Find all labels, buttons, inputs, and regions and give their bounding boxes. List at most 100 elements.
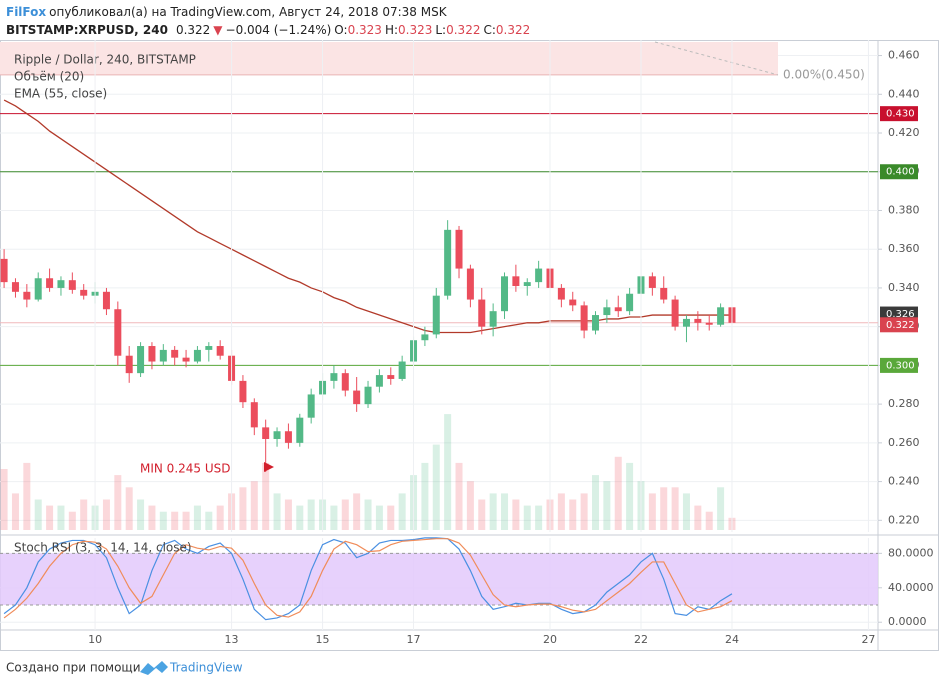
volume-bar bbox=[466, 481, 474, 530]
min-marker bbox=[264, 462, 274, 472]
candle-body bbox=[580, 305, 588, 331]
candle-body bbox=[102, 291, 110, 310]
candle-body bbox=[34, 278, 42, 300]
candle-body bbox=[591, 315, 599, 331]
y-tick-label: 0.460 bbox=[888, 49, 920, 62]
y-tick-label: 0.280 bbox=[888, 397, 920, 410]
volume-bar bbox=[46, 505, 54, 530]
volume-bar bbox=[591, 475, 599, 530]
candle-body bbox=[557, 287, 565, 300]
footer-brand[interactable]: TradingView bbox=[169, 661, 243, 675]
c: 0.322 bbox=[495, 23, 531, 37]
candle-body bbox=[182, 357, 190, 362]
hline-label: 0.300 bbox=[886, 360, 915, 371]
candle-body bbox=[296, 417, 304, 443]
volume-bar bbox=[648, 493, 656, 530]
hline-label-box bbox=[880, 357, 918, 373]
change: −0.004 (−1.24%) bbox=[225, 23, 332, 37]
fib-label: 0.00%(0.450) bbox=[783, 67, 865, 81]
candle-body bbox=[626, 293, 634, 312]
candle-body bbox=[682, 318, 690, 327]
c-label: C: bbox=[483, 23, 496, 37]
volume-bar bbox=[489, 493, 497, 530]
volume-bar bbox=[0, 469, 8, 530]
price-label: 0.322 bbox=[886, 320, 915, 331]
volume-bar bbox=[171, 511, 179, 530]
hline-label: 0.400 bbox=[886, 167, 915, 178]
volume-bar bbox=[694, 505, 702, 530]
volume-bar bbox=[512, 499, 520, 530]
candle-body bbox=[432, 295, 440, 335]
hline-label-box bbox=[880, 164, 918, 180]
published: опубликовал(а) на TradingView.com, Авгус… bbox=[49, 5, 447, 19]
candle-body bbox=[444, 229, 452, 296]
x-tick-label: 13 bbox=[225, 633, 239, 646]
volume-bar bbox=[216, 505, 224, 530]
h: 0.323 bbox=[398, 23, 433, 37]
volume-bar bbox=[705, 511, 713, 530]
candle-body bbox=[614, 307, 622, 312]
l-label: L: bbox=[435, 23, 447, 37]
volume-bar bbox=[273, 493, 281, 530]
chart-title: Ripple / Dollar, 240, BITSTAMP bbox=[14, 53, 196, 67]
volume-bar bbox=[57, 505, 65, 530]
x-tick-label: 10 bbox=[88, 633, 102, 646]
min-annotation: MIN 0.245 USD bbox=[140, 462, 231, 476]
volume-bar bbox=[159, 511, 167, 530]
volume-bar bbox=[193, 505, 201, 530]
candle-body bbox=[68, 280, 76, 290]
volume-bar bbox=[296, 505, 304, 530]
candle-body bbox=[125, 355, 133, 374]
volume-bar bbox=[557, 493, 565, 530]
x-tick-label: 20 bbox=[543, 633, 557, 646]
volume-bar bbox=[353, 493, 361, 530]
y-tick-label: 0.380 bbox=[888, 203, 920, 216]
volume-bar bbox=[444, 414, 452, 530]
author[interactable]: FilFox bbox=[6, 5, 47, 19]
candle-body bbox=[159, 349, 167, 362]
candle-body bbox=[535, 268, 543, 283]
x-tick-label: 17 bbox=[407, 633, 421, 646]
volume-bar bbox=[671, 487, 679, 530]
header: FilFox опубликовал(а) на TradingView.com,… bbox=[6, 3, 533, 39]
candle-body bbox=[671, 299, 679, 327]
candle-body bbox=[57, 280, 65, 288]
ema-line bbox=[3, 99, 732, 334]
candle-body bbox=[478, 299, 486, 327]
candle-body bbox=[398, 361, 406, 379]
volume-bar bbox=[455, 462, 463, 530]
y-tick-label: 0.420 bbox=[888, 126, 920, 139]
y-tick-label: 0.260 bbox=[888, 436, 920, 449]
candle-body bbox=[0, 258, 8, 283]
candle-body bbox=[250, 402, 258, 428]
volume-bar bbox=[182, 511, 190, 530]
volume-legend: Объём (20) bbox=[14, 70, 84, 84]
volume-bar bbox=[80, 499, 88, 530]
volume-bar bbox=[387, 505, 395, 530]
h-label: H: bbox=[384, 23, 399, 37]
candle-body bbox=[262, 427, 270, 439]
candle-body bbox=[387, 375, 395, 379]
y-tick-label: 80.0000 bbox=[888, 546, 934, 559]
volume-bar bbox=[660, 487, 668, 530]
candle-body bbox=[239, 380, 247, 403]
y-tick-label: 0.240 bbox=[888, 475, 920, 488]
candle-body bbox=[466, 268, 474, 300]
candle-body bbox=[307, 394, 315, 418]
y-tick-label: 0.220 bbox=[888, 513, 920, 526]
volume-bar bbox=[11, 493, 19, 530]
candle-body bbox=[205, 346, 213, 350]
volume-bar bbox=[478, 499, 486, 530]
volume-bar bbox=[341, 499, 349, 530]
fib-zone bbox=[0, 42, 778, 75]
volume-bar bbox=[262, 462, 270, 530]
candle-body bbox=[330, 373, 338, 381]
volume-bar bbox=[23, 462, 31, 530]
volume-bar bbox=[102, 499, 110, 530]
candle-body bbox=[216, 346, 224, 356]
tradingview-logo bbox=[140, 661, 168, 675]
candle-body bbox=[512, 276, 520, 286]
candle-body bbox=[603, 307, 611, 316]
candle-body bbox=[717, 307, 725, 325]
